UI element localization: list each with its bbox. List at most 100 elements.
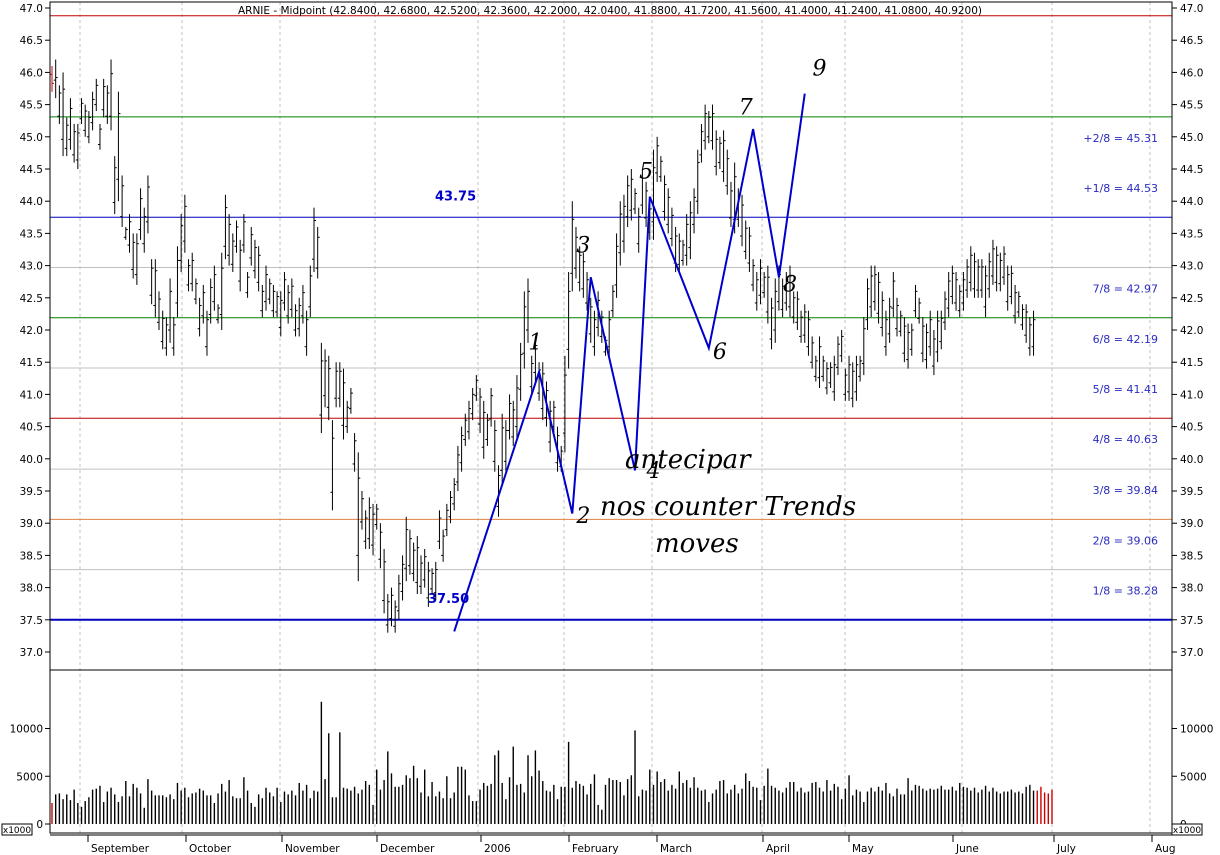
price-bar xyxy=(765,265,770,324)
plot-frame xyxy=(49,1,1173,834)
price-bar xyxy=(1002,246,1007,285)
y-tick-label: 46.5 xyxy=(1180,35,1203,47)
vol-tick-label: 10000 xyxy=(1180,724,1213,736)
y-tick-label: 41.0 xyxy=(1180,389,1203,401)
murrey-label: 4/8 = 40.63 xyxy=(1093,433,1158,446)
price-bar xyxy=(175,246,180,318)
price-bar xyxy=(190,252,195,292)
price-bar xyxy=(1020,304,1025,330)
price-bar xyxy=(640,169,645,215)
price-bar xyxy=(740,194,745,247)
price-bar xyxy=(419,555,423,595)
price-bar xyxy=(728,181,733,227)
price-bar xyxy=(1009,265,1014,305)
y-tick-label: 40.0 xyxy=(1180,454,1203,466)
price-bar xyxy=(688,201,693,260)
price-bar xyxy=(511,400,516,446)
price-bar xyxy=(507,394,512,440)
price-bar xyxy=(264,265,269,311)
vol-tick-label: 0 xyxy=(36,819,43,831)
price-bar xyxy=(585,272,590,311)
price-bar xyxy=(821,355,826,382)
price-bar xyxy=(448,491,453,524)
y-tick-label: 46.0 xyxy=(1180,67,1203,79)
price-bar xyxy=(522,291,527,369)
price-bar xyxy=(83,104,88,137)
price-bar xyxy=(533,336,538,382)
price-bar xyxy=(987,252,992,298)
price-bar xyxy=(116,91,121,202)
price-bar xyxy=(651,149,656,240)
x-tick-label: July xyxy=(1056,843,1076,855)
price-bar xyxy=(518,342,523,401)
price-bar xyxy=(426,561,431,607)
price-bar xyxy=(470,387,475,421)
price-bar xyxy=(895,297,900,337)
price-bar xyxy=(898,310,903,337)
wave-overlay: 1 3 5 7 9 2 4 6 8 xyxy=(453,57,827,632)
price-bar xyxy=(909,323,914,356)
price-bar xyxy=(721,130,726,182)
vol-unit-box xyxy=(1,823,33,836)
price-bar xyxy=(348,387,353,414)
price-bar xyxy=(101,78,106,118)
price-bar xyxy=(75,123,80,169)
price-bar xyxy=(64,117,69,157)
price-bar xyxy=(138,188,143,240)
y-tick-label: 46.0 xyxy=(20,67,43,79)
y-tick-label: 39.5 xyxy=(1180,486,1203,498)
chart-title: ARNIE - Midpoint (42.8400, 42.6800, 42.5… xyxy=(238,5,982,17)
price-bar xyxy=(496,465,501,517)
price-bar xyxy=(437,510,442,549)
price-bar xyxy=(861,317,866,376)
price-bar xyxy=(171,317,176,356)
price-bar xyxy=(127,214,132,253)
price-bar xyxy=(891,272,896,318)
murrey-label: 2/8 = 39.06 xyxy=(1093,534,1158,547)
price-bar xyxy=(142,207,147,253)
price-bar xyxy=(784,272,789,311)
price-bar xyxy=(573,226,578,279)
price-bar xyxy=(300,284,305,324)
y-tick-label: 41.0 xyxy=(20,389,43,401)
y-tick-label: 46.5 xyxy=(20,35,43,47)
price-bar xyxy=(271,284,276,318)
price-bar xyxy=(400,555,405,601)
murrey-label: +1/8 = 44.53 xyxy=(1083,182,1158,195)
price-bar xyxy=(976,259,981,298)
annotation-line-3: moves xyxy=(655,529,739,559)
price-bar xyxy=(433,561,438,601)
price-bar xyxy=(806,310,811,356)
price-bar xyxy=(131,233,136,279)
price-bar xyxy=(466,400,471,440)
vol-tick-label: 10000 xyxy=(10,724,43,736)
price-bar xyxy=(444,503,449,537)
price-bar xyxy=(972,252,977,298)
price-bar xyxy=(90,91,95,131)
price-bar xyxy=(326,355,331,421)
vol-tick-label: 5000 xyxy=(1180,771,1207,783)
y-tick-label: 42.5 xyxy=(1180,293,1203,305)
price-bar xyxy=(223,194,228,260)
price-bar xyxy=(865,278,870,330)
price-bar xyxy=(858,355,863,382)
price-bar xyxy=(935,310,940,363)
x-tick-label: March xyxy=(660,843,692,855)
price-bar xyxy=(503,420,508,472)
price-bar xyxy=(297,297,302,337)
murrey-label: 5/8 = 41.41 xyxy=(1093,383,1158,396)
wave-label: 5 xyxy=(639,160,653,185)
price-bar xyxy=(68,98,73,150)
price-bar xyxy=(869,265,874,318)
vol-unit-label: x1000 xyxy=(1173,826,1202,836)
price-bar xyxy=(356,452,361,582)
price-bar xyxy=(341,368,346,440)
price-bar xyxy=(489,387,494,427)
y-tick-label: 43.5 xyxy=(20,228,43,240)
price-bar xyxy=(378,523,383,569)
price-bar xyxy=(835,336,840,376)
price-bar xyxy=(957,284,962,318)
y-tick-label: 47.0 xyxy=(1180,3,1203,15)
price-bar xyxy=(946,272,951,318)
price-bar xyxy=(230,233,235,273)
